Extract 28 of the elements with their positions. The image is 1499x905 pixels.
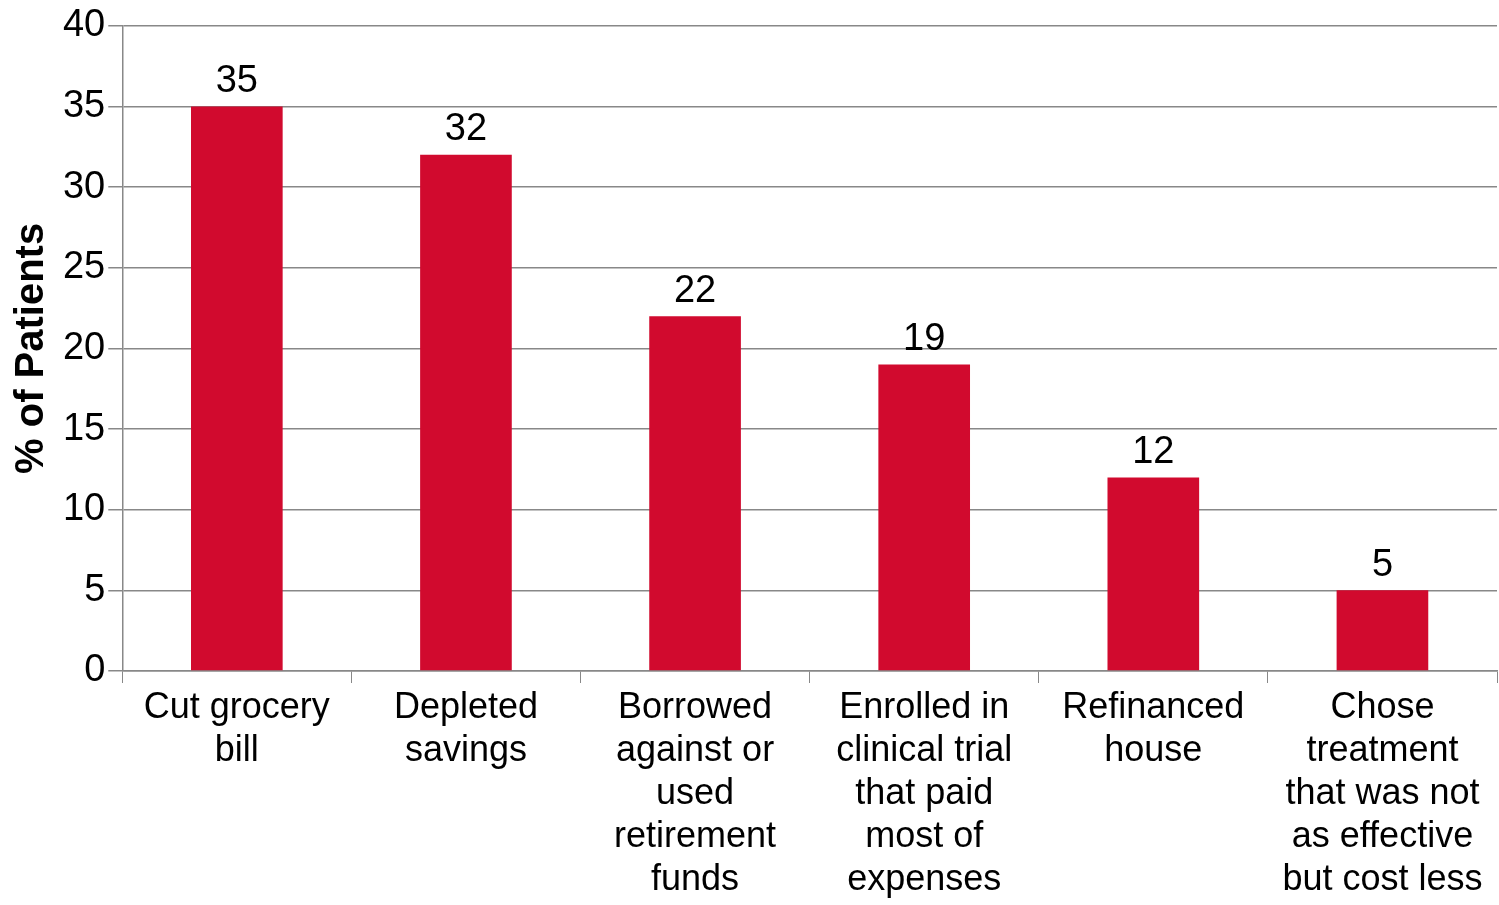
x-tick-label: Depleted savings <box>393 684 539 769</box>
y-tick-label: 10 <box>62 486 106 529</box>
x-tick-label: Enrolled in clinical trial that paid most of expenses <box>836 684 1013 899</box>
y-tick-label: 35 <box>62 82 106 125</box>
y-axis-title: % of Patients <box>7 222 52 474</box>
y-tick-label: 25 <box>62 244 106 287</box>
bar <box>878 364 971 671</box>
x-tick-label: Chose treatment that was not as effective but cost less <box>1282 684 1483 899</box>
y-tick-label: 40 <box>62 2 106 45</box>
bar <box>1336 590 1429 671</box>
y-tick-label: 0 <box>84 647 106 690</box>
data-label: 12 <box>1132 428 1175 471</box>
data-label: 22 <box>673 267 717 310</box>
data-label: 19 <box>903 316 946 359</box>
y-tick-label: 5 <box>84 566 106 609</box>
data-label: 35 <box>215 57 258 100</box>
y-tick-label: 30 <box>62 163 106 206</box>
x-tick-label: Refinanced house <box>1062 684 1245 769</box>
y-tick-label: 15 <box>62 405 106 448</box>
data-label: 32 <box>444 106 488 149</box>
x-tick-label: Borrowed against or used retirement funds <box>614 684 777 899</box>
bar <box>1107 477 1200 671</box>
data-label: 5 <box>1371 541 1394 584</box>
x-tick-label: Cut grocery bill <box>143 684 330 769</box>
bar <box>420 154 512 671</box>
bar <box>191 106 283 671</box>
y-tick-label: 20 <box>62 324 106 367</box>
bar <box>649 316 741 671</box>
